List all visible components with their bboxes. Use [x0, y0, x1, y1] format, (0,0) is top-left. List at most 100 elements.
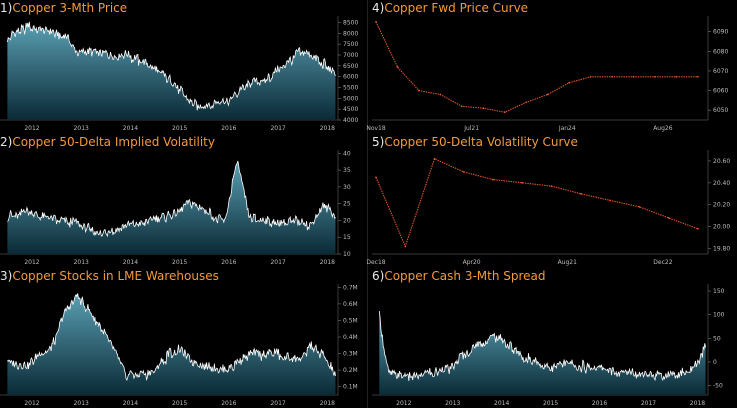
curve-point — [697, 75, 699, 78]
panel-copper-fwd-curve: 4)Copper Fwd Price Curve 6090 6080 6070 606… — [366, 0, 737, 133]
panel-number: 6) — [372, 269, 385, 283]
panel-copper-cash-spread: 6)Copper Cash 3-Mth Spread 150 100 50 0 -50 2… — [372, 268, 737, 408]
y-tick-label: 5000 — [343, 95, 358, 102]
panel-copper-3mth-price: 1)Copper 3-Mth Price 8500 8000 7500 7000 650… — [0, 0, 363, 133]
curve-point — [396, 66, 399, 68]
x-tick-label: 2013 — [74, 400, 89, 407]
panel-title: 3)Copper Stocks in LME Warehouses — [0, 268, 219, 284]
x-tick-label: 2017 — [270, 125, 285, 132]
y-tick-label: 4500 — [343, 106, 358, 113]
y-tick-label: 6080 — [713, 48, 728, 55]
series-line — [7, 160, 336, 238]
x-tick-label: 2016 — [221, 400, 236, 407]
curve-line — [375, 21, 698, 113]
series-area — [7, 161, 336, 254]
x-tick-label: Dec18 — [366, 259, 385, 266]
x-tick-label: 2017 — [641, 400, 656, 407]
x-tick-label: 2018 — [320, 259, 335, 266]
x-tick-label: 2014 — [123, 259, 138, 266]
x-tick-label: 2015 — [543, 400, 558, 407]
x-tick-label: 2016 — [592, 400, 607, 407]
series-line — [7, 293, 336, 382]
x-tick-label: 2012 — [24, 400, 39, 407]
y-tick-label: 6050 — [713, 107, 728, 114]
y-tick-label: 6060 — [713, 88, 728, 95]
x-tick-label: Dec22 — [653, 259, 672, 266]
panel-copper-vol-curve: 5)Copper 50-Delta Volatility Curve 20.60… — [366, 134, 737, 267]
panel-title-text: Copper Stocks in LME Warehouses — [12, 269, 219, 283]
axis-labels: 150 100 50 0 -50 2012 2013 2014 2015 2016 2017 2018 — [396, 288, 724, 407]
x-tick-label: 2015 — [172, 400, 187, 407]
x-tick-label: 2013 — [74, 125, 89, 132]
y-tick-label: 6070 — [713, 68, 728, 75]
x-tick-label: 2012 — [396, 400, 411, 407]
x-tick-label: Aug26 — [653, 125, 673, 132]
y-tick-label: 20.00 — [713, 224, 730, 231]
curve-point — [462, 171, 465, 173]
x-tick-label: Apr20 — [463, 259, 481, 266]
panel-copper-implied-volatility: 2)Copper 50-Delta Implied Volatility 40 3… — [0, 134, 363, 267]
x-tick-label: 2016 — [221, 259, 236, 266]
curve-point — [611, 75, 613, 78]
curve-point — [550, 185, 553, 187]
y-tick-label: 30 — [343, 184, 351, 191]
y-tick-label: 20 — [343, 217, 351, 224]
curve-point — [546, 93, 549, 96]
y-tick-label: 6500 — [343, 63, 358, 70]
y-tick-label: 0.6M — [343, 301, 358, 308]
x-tick-label: Jan24 — [558, 125, 576, 132]
y-tick-label: 20.60 — [713, 158, 730, 165]
curve-point — [439, 93, 442, 96]
y-tick-label: 35 — [343, 167, 351, 174]
y-tick-label: 7500 — [343, 41, 358, 48]
curve-point — [638, 206, 641, 208]
curve-line — [375, 158, 699, 248]
y-tick-label: 0.3M — [343, 351, 358, 358]
panel-title-text: Copper Cash 3-Mth Spread — [384, 269, 546, 283]
panel-number: 2) — [0, 135, 13, 149]
y-tick-label: 40 — [343, 150, 351, 157]
panel-title: 2)Copper 50-Delta Implied Volatility — [0, 134, 215, 150]
x-tick-label: 2017 — [270, 259, 285, 266]
x-tick-label: 2015 — [172, 125, 187, 132]
y-tick-label: 4000 — [343, 117, 358, 124]
y-tick-label: 20.40 — [713, 180, 730, 187]
axis-labels: 0.7M 0.6M 0.5M 0.4M 0.3M 0.2M 0.1M 2012 2013 2014… — [24, 284, 357, 407]
curve-point — [521, 181, 524, 184]
axis-labels: 6090 6080 6070 6060 6050 Nov18 Jul21 Jan24 Aug26 — [366, 29, 728, 132]
x-tick-label: 2012 — [24, 259, 39, 266]
series-area — [379, 311, 706, 395]
curve-point — [589, 75, 592, 78]
x-tick-label: 2018 — [320, 400, 335, 407]
curve-point — [482, 107, 485, 110]
panel-number: 4) — [372, 1, 385, 15]
y-tick-label: 100 — [713, 312, 725, 319]
panel-copper-lme-stocks: 3)Copper Stocks in LME Warehouses 0.7M 0.… — [0, 268, 363, 408]
curve-point — [675, 75, 678, 78]
y-tick-label: 6090 — [713, 29, 728, 36]
y-tick-label: 7000 — [343, 52, 358, 59]
chart-copper-vol-curve: 20.60 20.40 20.20 20.00 19.80 Dec18 Apr20 Aug21… — [366, 150, 730, 266]
panel-title: 1)Copper 3-Mth Price — [0, 0, 127, 16]
x-tick-label: Aug21 — [558, 259, 578, 266]
x-tick-label: 2018 — [690, 400, 705, 407]
y-tick-label: 10 — [343, 251, 351, 258]
y-tick-label: 0.2M — [343, 367, 358, 374]
panel-number: 1) — [0, 1, 13, 15]
curve-point — [433, 157, 436, 160]
y-tick-label: -50 — [713, 383, 723, 390]
y-tick-label: 0.4M — [343, 334, 358, 341]
curve-point — [460, 105, 463, 108]
series-line — [7, 21, 336, 111]
chart-copper-cash-spread: 150 100 50 0 -50 2012 2013 2014 2015 2016 2017 2018 — [372, 284, 725, 407]
panel-divider-vertical — [367, 0, 368, 408]
curve-point — [654, 75, 656, 78]
curve-point — [580, 192, 582, 195]
chart-copper-fwd-curve: 6090 6080 6070 6060 6050 Nov18 Jul21 Jan24 Aug26 — [366, 16, 728, 132]
curve-point — [418, 89, 420, 92]
curve-point — [503, 111, 506, 114]
y-tick-label: 8500 — [343, 20, 358, 27]
curve-point — [667, 217, 670, 219]
